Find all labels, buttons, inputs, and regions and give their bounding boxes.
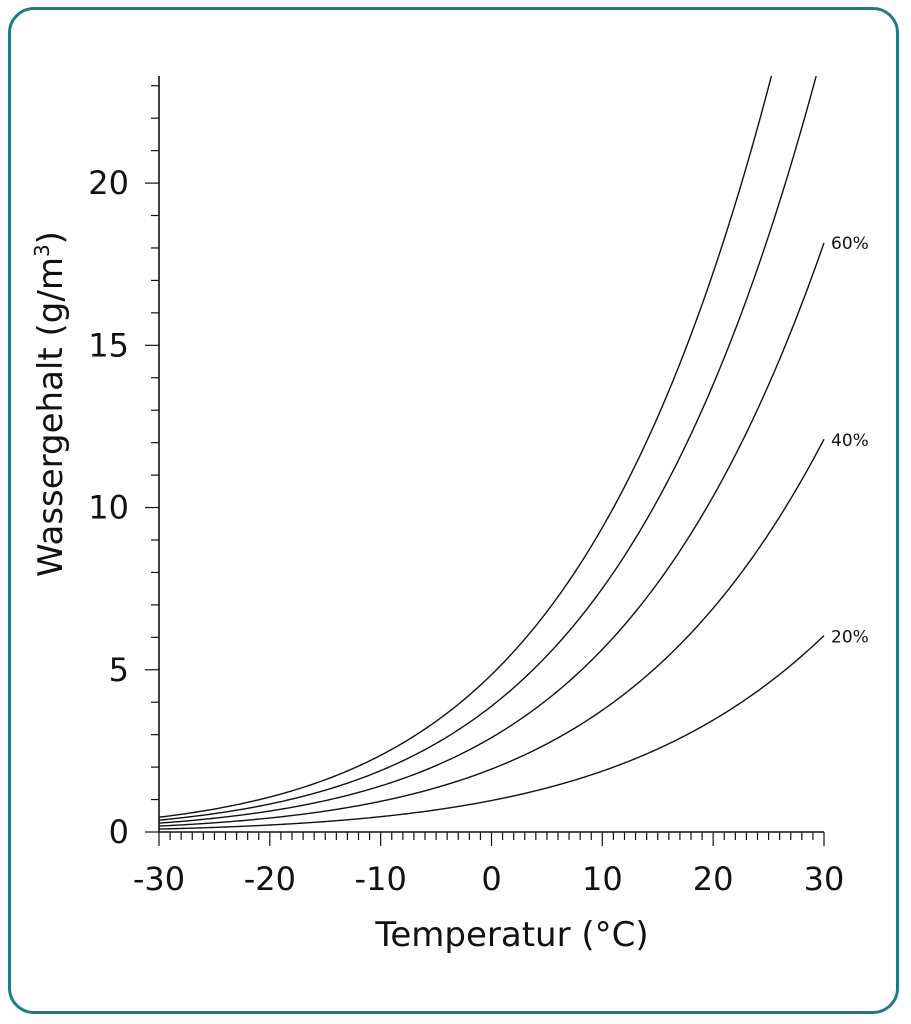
y-tick-label: 5 bbox=[109, 651, 129, 689]
curve-rh-40 bbox=[158, 438, 825, 827]
curve-rh-20 bbox=[158, 635, 825, 830]
curve-label: 40% bbox=[831, 431, 869, 451]
y-axis-title-close: ) bbox=[31, 231, 71, 244]
curves bbox=[158, 75, 825, 830]
y-tick-label: 0 bbox=[109, 813, 129, 851]
x-tick-label: 30 bbox=[804, 860, 845, 898]
curve-label: 60% bbox=[831, 234, 869, 254]
y-axis-title: Wassergehalt (g/m3) bbox=[30, 231, 71, 577]
curve-rh-60 bbox=[158, 242, 825, 824]
y-axis-title-main: Wassergehalt (g/m bbox=[31, 257, 71, 577]
chart-frame bbox=[8, 7, 899, 1014]
x-tick-label: -30 bbox=[133, 860, 185, 898]
ticks bbox=[145, 85, 825, 846]
y-tick-label: 15 bbox=[88, 326, 129, 364]
y-axis-title-superscript: 3 bbox=[30, 244, 54, 257]
curve-label: 20% bbox=[831, 627, 869, 647]
x-tick-label: 0 bbox=[481, 860, 501, 898]
x-axis-title: Temperatur (°C) bbox=[374, 915, 648, 955]
tick-labels: -30 -20 -10 0 10 20 30 0 5 10 15 20 bbox=[88, 164, 844, 898]
curve-labels: 20% 40% 60% bbox=[831, 234, 869, 647]
y-tick-label: 10 bbox=[88, 489, 129, 527]
x-tick-label: -20 bbox=[244, 860, 296, 898]
x-tick-label: 10 bbox=[582, 860, 623, 898]
x-tick-label: -10 bbox=[355, 860, 407, 898]
y-tick-label: 20 bbox=[88, 164, 129, 202]
axes bbox=[158, 76, 824, 833]
curve-rh-80 bbox=[158, 75, 817, 821]
x-tick-label: 20 bbox=[693, 860, 734, 898]
curve-rh-100 bbox=[158, 75, 773, 818]
